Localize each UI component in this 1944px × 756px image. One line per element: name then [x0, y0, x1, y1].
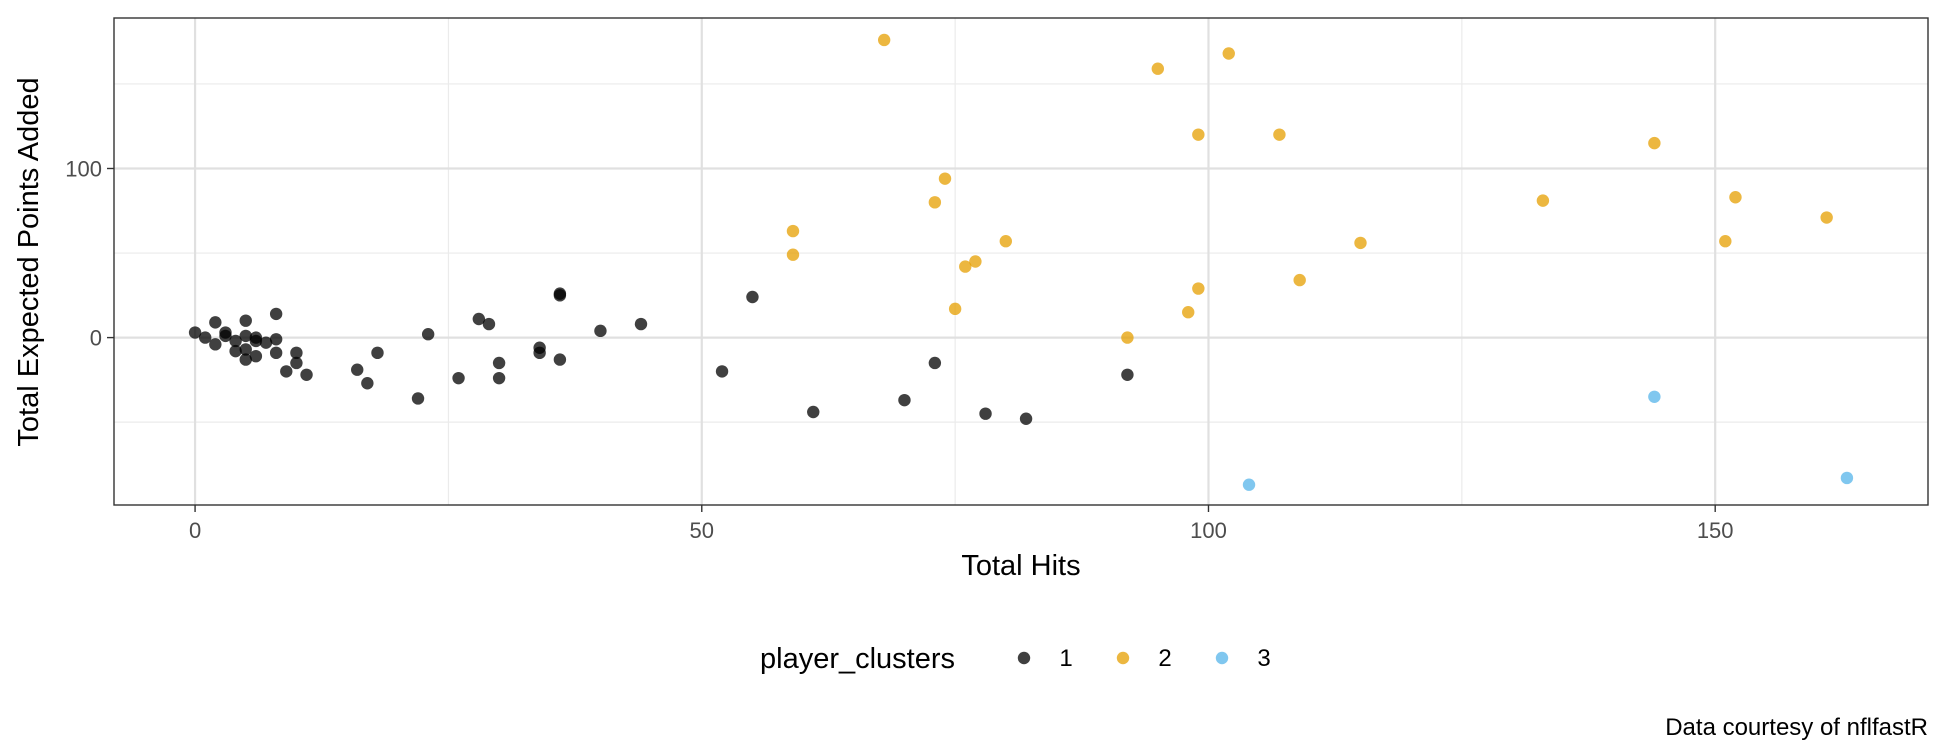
panel-border	[113, 17, 1929, 506]
data-point-cluster-2	[959, 260, 972, 273]
data-point-cluster-1	[452, 371, 465, 385]
data-point-cluster-1	[411, 392, 425, 405]
legend-key-3	[1215, 651, 1229, 665]
grid-minor	[114, 18, 1928, 505]
data-point-cluster-2	[1354, 236, 1367, 250]
data-point-cluster-3	[1648, 390, 1661, 403]
data-point-cluster-2	[1182, 306, 1195, 319]
data-point-cluster-2	[1151, 62, 1165, 75]
data-point-cluster-1	[898, 393, 911, 407]
data-point-cluster-1	[290, 346, 303, 360]
data-point-cluster-2	[928, 196, 942, 209]
data-point-cluster-1	[249, 331, 263, 344]
data-point-cluster-1	[421, 328, 435, 341]
data-point-cluster-1	[269, 333, 283, 346]
data-point-cluster-1	[229, 344, 242, 358]
data-point-cluster-2	[1121, 331, 1134, 344]
legend: player_clusters 1 2 3	[760, 643, 1271, 675]
data-point-cluster-1	[259, 336, 273, 349]
data-point-cluster-2	[1536, 194, 1550, 207]
legend-key-1	[1017, 651, 1031, 665]
x-tick-label: 150	[1697, 518, 1734, 543]
data-point-cluster-1	[290, 356, 303, 370]
data-point-cluster-2	[1648, 136, 1661, 150]
data-point-cluster-1	[361, 377, 374, 390]
x-axis-ticks: 0 50 100 150	[189, 505, 1734, 543]
data-point-cluster-1	[553, 289, 567, 302]
data-point-cluster-2	[938, 172, 952, 185]
y-tick-label: 100	[65, 156, 102, 181]
data-point-cluster-2	[1222, 47, 1235, 60]
data-point-cluster-1	[715, 365, 729, 378]
data-point-cluster-1	[979, 407, 992, 420]
data-point-cluster-1	[300, 368, 313, 381]
data-points	[188, 33, 1854, 491]
data-point-cluster-1	[269, 307, 283, 321]
data-point-cluster-1	[209, 338, 222, 351]
x-tick-label: 0	[189, 518, 201, 543]
data-point-cluster-2	[1273, 128, 1286, 141]
data-point-cluster-2	[948, 302, 962, 316]
data-point-cluster-1	[533, 346, 546, 360]
x-tick-label: 100	[1190, 518, 1227, 543]
legend-label-1: 1	[1059, 645, 1072, 672]
data-point-cluster-1	[269, 346, 283, 360]
data-point-cluster-1	[199, 331, 212, 344]
caption: Data courtesy of nflfastR	[1665, 714, 1928, 741]
data-point-cluster-2	[1192, 282, 1205, 295]
data-point-cluster-2	[1293, 273, 1306, 287]
data-point-cluster-1	[472, 312, 486, 326]
legend-label-3: 3	[1257, 645, 1270, 672]
grid-major	[114, 18, 1928, 505]
data-point-cluster-1	[1121, 368, 1134, 381]
data-point-cluster-1	[482, 317, 496, 331]
data-point-cluster-1	[188, 326, 202, 339]
data-point-cluster-1	[492, 356, 506, 370]
data-point-cluster-2	[1192, 128, 1205, 141]
y-axis-ticks: 0 100	[65, 156, 114, 351]
legend-key-2	[1116, 651, 1130, 665]
legend-keys: 1 2 3	[1017, 645, 1271, 672]
data-point-cluster-1	[280, 365, 293, 378]
data-point-cluster-1	[746, 290, 759, 304]
data-point-cluster-3	[1840, 471, 1854, 485]
data-point-cluster-3	[1242, 478, 1256, 491]
data-point-cluster-2	[1719, 235, 1732, 248]
data-point-cluster-1	[1019, 412, 1033, 425]
data-point-cluster-2	[786, 248, 800, 261]
y-tick-label: 0	[90, 326, 102, 351]
data-point-cluster-1	[249, 349, 263, 363]
data-point-cluster-2	[786, 224, 800, 238]
x-tick-label: 50	[690, 518, 714, 543]
data-point-cluster-1	[594, 324, 607, 338]
data-point-cluster-2	[1729, 191, 1742, 204]
x-axis-title: Total Hits	[961, 550, 1080, 582]
panel-background	[114, 18, 1928, 505]
data-point-cluster-2	[999, 235, 1012, 248]
data-point-cluster-2	[969, 255, 982, 268]
data-point-cluster-1	[209, 316, 222, 329]
data-point-cluster-1	[239, 314, 252, 327]
data-point-cluster-2	[1820, 211, 1833, 224]
legend-title: player_clusters	[760, 643, 955, 675]
data-point-cluster-1	[239, 329, 252, 343]
data-point-cluster-1	[634, 317, 648, 331]
data-point-cluster-1	[239, 353, 252, 366]
data-point-cluster-1	[371, 346, 384, 360]
legend-label-2: 2	[1158, 645, 1171, 672]
data-point-cluster-1	[492, 371, 506, 385]
data-point-cluster-1	[229, 334, 242, 348]
data-point-cluster-1	[239, 343, 252, 356]
data-point-cluster-2	[877, 33, 891, 47]
data-point-cluster-1	[553, 353, 567, 366]
data-point-cluster-1	[928, 356, 942, 370]
data-point-cluster-1	[351, 363, 364, 376]
data-point-cluster-1	[807, 405, 820, 419]
y-axis-title: Total Expected Points Added	[13, 77, 45, 446]
data-point-cluster-1	[219, 326, 232, 339]
